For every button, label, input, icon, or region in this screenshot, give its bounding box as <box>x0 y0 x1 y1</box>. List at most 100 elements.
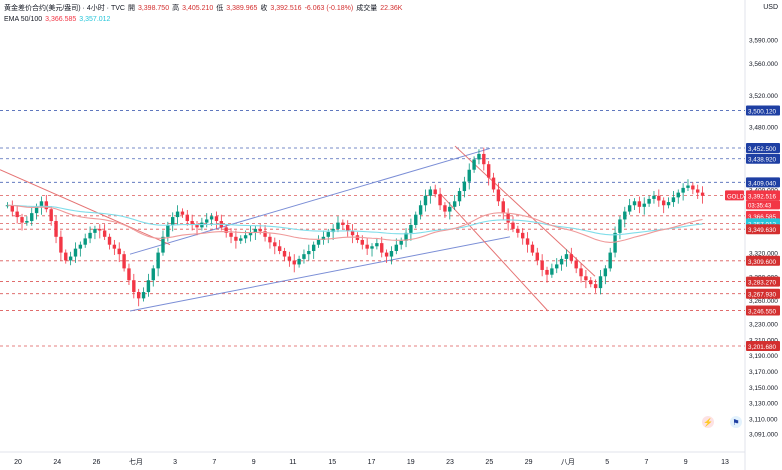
gold-tag-label: GOLD <box>727 194 745 200</box>
candle-body <box>652 195 656 199</box>
candle-body <box>136 292 141 299</box>
lightning-icon[interactable]: ⚡ <box>702 416 714 428</box>
candle-body <box>569 254 574 261</box>
candle-body <box>146 280 151 293</box>
candle-body <box>691 185 695 190</box>
candle-body <box>25 221 29 223</box>
candle-body <box>350 230 355 236</box>
candle-body <box>491 177 496 190</box>
candle-body <box>341 222 345 225</box>
symbol-row: 黄金差价合约(美元/盎司) · 4小时 · TVC 開 3,398.750 高 … <box>4 3 402 14</box>
price-badge <box>746 143 780 154</box>
candle-body <box>321 236 326 240</box>
candle-body <box>209 216 214 220</box>
y-tick-label: 3,130.000 <box>749 401 778 408</box>
ema-row: EMA 50/100 3,366.585 3,357.012 <box>4 14 402 25</box>
x-tick-label: 25 <box>485 459 493 466</box>
candle-body <box>132 280 136 293</box>
candle-body <box>671 197 676 203</box>
ema100-line <box>7 204 703 236</box>
candle-body <box>59 236 63 253</box>
candle-body <box>365 244 369 249</box>
low-value: 3,389.965 <box>226 5 258 12</box>
candle-body <box>647 198 651 204</box>
candle-body <box>307 251 311 255</box>
candle-body <box>282 251 287 257</box>
price-badge-label: 3,366.585 <box>748 214 777 221</box>
price-badge <box>746 177 780 188</box>
candle-body <box>608 252 612 269</box>
candle-body <box>10 205 14 212</box>
candle-body <box>521 232 525 239</box>
candle-body <box>482 153 486 165</box>
ema-label: EMA 50/100 <box>4 16 43 23</box>
y-tick-label: 3,150.000 <box>749 385 778 392</box>
channel-upper <box>129 147 491 255</box>
candle-body <box>696 189 700 193</box>
candle-body <box>117 248 121 255</box>
candle-body <box>64 252 68 261</box>
candle-body <box>700 192 705 196</box>
y-tick-label: 3,320.000 <box>749 251 778 258</box>
chart-legend: 黄金差价合约(美元/盎司) · 4小时 · TVC 開 3,398.750 高 … <box>4 3 402 25</box>
y-tick-label: 3,520.000 <box>749 93 778 100</box>
candle-body <box>93 228 97 233</box>
y-tick-label: 3,480.000 <box>749 124 778 131</box>
candle-body <box>54 221 58 237</box>
candle-body <box>632 201 637 206</box>
candle-body <box>273 242 277 247</box>
y-tick-label: 3,230.000 <box>749 322 778 329</box>
candle-body <box>525 238 530 245</box>
candle-body <box>258 228 262 232</box>
price-badge-label: 3,349.630 <box>748 227 777 234</box>
candle-body <box>516 228 520 233</box>
candle-body <box>195 224 199 228</box>
open-value: 3,398.750 <box>137 5 170 12</box>
candle-body <box>627 205 632 212</box>
candle-body <box>545 269 549 275</box>
candle-body <box>676 192 680 198</box>
ema50-value: 3,366.585 <box>45 16 77 23</box>
downtrend-line-1 <box>0 169 171 246</box>
candle-body <box>122 254 126 269</box>
candle-body <box>141 292 146 299</box>
candle-body <box>404 232 408 241</box>
candle-body <box>205 219 209 223</box>
candle-body <box>49 209 53 222</box>
downtrend-line-3 <box>439 193 549 312</box>
candle-body <box>161 236 165 253</box>
candle-body <box>214 216 219 222</box>
candle-body <box>171 217 175 225</box>
candle-body <box>175 211 180 218</box>
candle-body <box>112 244 117 249</box>
candle-body <box>302 254 306 259</box>
x-tick-label: 24 <box>53 459 61 466</box>
flag-icon[interactable]: ⚑ <box>730 416 742 428</box>
x-tick-label: 七月 <box>129 457 143 466</box>
high-label: 高 <box>172 5 180 12</box>
candle-body <box>239 238 243 241</box>
candle-body <box>127 268 131 281</box>
candle-body <box>642 203 646 207</box>
y-tick-label: 3,560.000 <box>749 61 778 68</box>
price-badge <box>746 340 780 351</box>
candle-body <box>277 246 282 252</box>
close-value: 3,392.516 <box>270 5 302 12</box>
candle-body <box>657 195 661 201</box>
price-badge <box>746 255 780 266</box>
price-badge-label: 3,392.516 <box>748 193 777 200</box>
price-badge-label: 3,309.600 <box>748 259 777 266</box>
candle-body <box>564 254 569 259</box>
x-tick-label: 26 <box>93 459 101 466</box>
candle-body <box>423 195 428 206</box>
channel-lower <box>129 236 511 312</box>
candle-body <box>180 211 185 215</box>
gold-tag <box>725 190 744 201</box>
candle-body <box>248 232 253 236</box>
candle-body <box>253 228 258 233</box>
candle-body <box>511 222 515 229</box>
x-tick-label: 19 <box>407 459 415 466</box>
candle-body <box>462 181 467 192</box>
